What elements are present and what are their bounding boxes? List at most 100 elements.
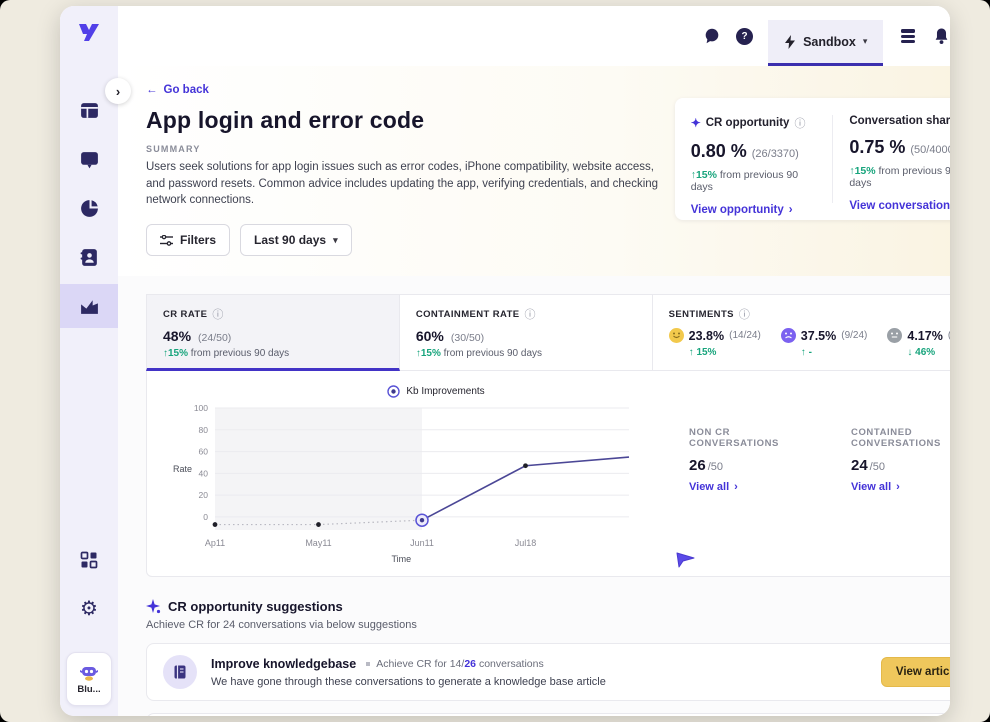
line-chart[interactable]: 0 20 40 60 80 100 Rate Ap11 May11 Jun11 Jul18 Time [171,398,641,566]
sidebar-item-analytics-pie[interactable] [60,186,118,230]
info-icon[interactable]: ⓘ [524,309,536,322]
view-all-non-cr-link[interactable]: View all › [689,481,738,494]
non-cr-conversations-stat: NON CR CONVERSATIONS 26 /50 View all › [689,427,779,494]
svg-text:0: 0 [203,512,208,522]
chevron-right-icon: › [896,481,900,494]
chevron-down-icon: ▾ [862,36,868,46]
cr-opportunity-panel: ✦ CR opportunity ⓘ 0.80 % (26/3370) ↑15%… [690,116,806,216]
svg-text:Jun11: Jun11 [410,538,434,548]
summary-text: Users seek solutions for app login issue… [146,161,659,207]
neutral-face-icon [887,328,903,344]
filter-actions: Filters Last 90 days ▾ [146,224,675,257]
suggestion-card-knowledgebase: Improve knowledgebase Achieve CR for 14/… [146,643,950,702]
svg-text:Time: Time [391,554,411,564]
page-header: ← Go back App login and error code SUMMA… [118,66,950,277]
main-area: › ? Sandbox ▾ CS ▾ [105,6,950,716]
topbar: ? Sandbox ▾ CS ▾ [118,6,950,66]
notifications-bell-icon[interactable] [933,27,950,45]
cr-opportunity-title: CR opportunity [705,117,790,129]
sidebar-collapse-button[interactable]: › [105,78,131,104]
chat-bubble-icon [80,151,98,168]
metric-tabs: CR RATE ⓘ 48% (24/50) ↑15% from previous… [146,294,950,372]
kb-improvements-chart: Kb Improvements 0 20 40 60 80 100 Rate Ap11 May1… [171,385,641,566]
go-back-link[interactable]: ← Go back [146,84,209,96]
sidebar-item-dashboard[interactable] [60,88,118,132]
svg-text:Ap11: Ap11 [205,538,225,548]
content: CR RATE ⓘ 48% (24/50) ↑15% from previous… [118,276,950,716]
conversation-share-value: 0.75 % [849,137,906,157]
tab-sentiments[interactable]: SENTIMENTS ⓘ 23.8% (14/24) [652,294,950,372]
app-window: ⚙ Blu... › ? Sandbox ▾ [60,6,950,716]
svg-text:Jul18: Jul18 [515,538,537,548]
svg-text:100: 100 [194,403,208,413]
chart-card: Kb Improvements 0 20 40 60 80 100 Rate Ap11 May1… [146,371,950,578]
filters-button[interactable]: Filters [146,224,231,257]
suggestion-card-analyse: Analyse conversations Achieve CR for 12/… [146,713,950,716]
overview-card: ✦ CR opportunity ⓘ 0.80 % (26/3370) ↑15%… [674,98,950,220]
svg-text:80: 80 [199,425,209,435]
info-icon[interactable]: ⓘ [212,309,224,322]
app-logo-icon[interactable] [76,20,102,44]
info-icon[interactable]: ⓘ [794,118,806,130]
view-conversations-link[interactable]: View conversations › [849,200,950,212]
sidebar-item-settings[interactable]: ⚙ [60,587,118,631]
conversation-share-panel: Conversation share 0.75 % (50/4000) ↑15%… [832,115,950,212]
sidebar-item-insights[interactable] [60,284,118,328]
date-range-selector[interactable]: Last 90 days ▾ [240,224,352,257]
svg-text:May11: May11 [305,538,331,548]
sentiment-neutral: 4.17% (1/24) ↓ 46% [887,328,950,358]
chevron-down-icon: ▾ [333,234,338,245]
sidebar-item-conversations[interactable] [60,137,118,181]
containment-rate-value: 60% [415,328,444,345]
suggestions-header: CR opportunity suggestions Achieve CR fo… [146,599,950,631]
info-icon[interactable]: ⓘ [738,309,751,322]
bot-avatar-icon [80,666,98,681]
tab-containment-rate[interactable]: CONTAINMENT RATE ⓘ 60% (30/50) ↑15% from… [399,294,653,372]
sentiment-positive: 23.8% (14/24) ↑ 15% [668,328,761,358]
cr-opportunity-value: 0.80 % [690,141,747,161]
arrow-left-icon: ← [146,84,158,96]
chevron-right-icon: › [734,481,738,494]
filter-icon [160,234,173,246]
conversation-share-title: Conversation share [849,115,950,127]
suggestions-subtitle: Achieve CR for 24 conversations via belo… [146,619,417,632]
bot-shortcut-label: Blu... [77,683,101,695]
conversation-stats: NON CR CONVERSATIONS 26 /50 View all › C… [689,427,950,566]
sidebar-bot-shortcut[interactable]: Blu... [66,652,112,706]
environment-label: Sandbox [803,34,856,49]
svg-text:Rate: Rate [173,464,192,474]
sparkle-icon: ✦ [690,116,701,130]
messages-icon[interactable] [703,27,721,45]
contacts-icon [80,248,97,266]
chart-legend: Kb Improvements [231,385,641,398]
area-chart-icon [80,299,98,314]
tab-cr-rate[interactable]: CR RATE ⓘ 48% (24/50) ↑15% from previous… [146,294,400,372]
sidebar-item-contacts[interactable] [60,235,118,279]
apps-grid-icon [80,551,98,569]
sparkle-icon [146,599,161,614]
gear-icon: ⚙ [80,598,98,620]
svg-text:20: 20 [199,490,209,500]
cr-opportunity-fraction: (26/3370) [751,148,799,160]
dot-icon [366,661,371,666]
chevron-right-icon: › [788,204,793,216]
environment-switcher[interactable]: Sandbox ▾ [768,20,884,66]
lightning-icon [785,34,796,49]
sidebar-item-apps[interactable] [60,538,118,582]
view-opportunity-link[interactable]: View opportunity › [690,204,793,216]
sidebar-nav [60,88,118,333]
pie-chart-icon [80,199,98,217]
view-all-contained-link[interactable]: View all › [850,481,900,494]
help-icon[interactable]: ? [736,27,754,45]
knowledgebase-icon [163,655,197,690]
happy-face-icon [668,328,684,344]
svg-text:60: 60 [199,447,209,457]
sentiment-negative: 37.5% (9/24) ↑ - [780,328,867,358]
page-header-left: ← Go back App login and error code SUMMA… [146,80,675,257]
view-article-button[interactable]: View article [880,657,950,688]
sidebar-bottom: ⚙ Blu... [60,538,118,706]
summary-label: SUMMARY [146,144,201,154]
cr-rate-value: 48% [163,328,192,345]
docs-icon[interactable] [898,27,918,45]
svg-text:40: 40 [199,468,209,478]
